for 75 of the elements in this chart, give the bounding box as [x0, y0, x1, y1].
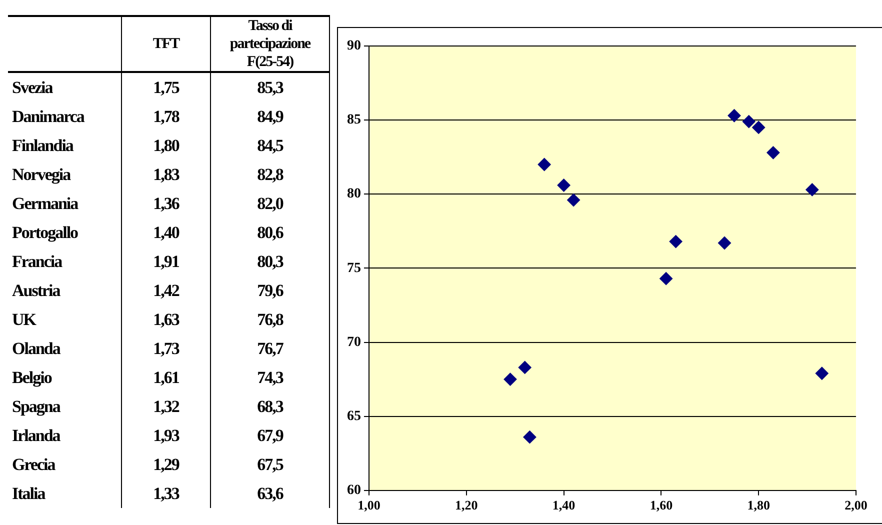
point: [660, 272, 673, 286]
data-label: 1,78: [122, 102, 210, 131]
point: [815, 366, 828, 380]
text: TFT: [122, 16, 210, 72]
category-label: Irlanda: [8, 421, 122, 450]
data-label: 82,0: [210, 189, 330, 218]
data-label: 67,5: [210, 450, 330, 479]
data-label: 1,29: [122, 450, 210, 479]
data-label: 76,8: [210, 305, 330, 334]
point: [518, 360, 532, 374]
data-label: 63,6: [210, 479, 330, 508]
y-tick-label: 65: [347, 408, 361, 424]
point: [766, 146, 780, 160]
x-tick-label: 1,40: [552, 498, 576, 513]
data-label: 1,91: [122, 247, 210, 276]
data-label: 1,73: [122, 334, 210, 363]
data-label: 85,3: [210, 72, 330, 102]
category-label: Olanda: [8, 334, 122, 363]
category-label: Austria: [8, 276, 122, 305]
category-label: Francia: [8, 247, 122, 276]
y-tick-label: 60: [347, 483, 361, 498]
x-tick-label: 1,80: [747, 498, 770, 513]
category-label: Germania: [8, 189, 122, 218]
y-tick-label: 70: [347, 334, 361, 350]
y-tick-label: 80: [347, 186, 361, 202]
data-label: 80,3: [210, 247, 330, 276]
data-label: 1,83: [122, 160, 210, 189]
data-label: 84,9: [210, 102, 330, 131]
x-tick-label: 1,00: [358, 498, 380, 513]
point: [523, 430, 536, 444]
data-label: 1,36: [122, 189, 210, 218]
text: Tasso di partecipazione F(25-54): [210, 16, 330, 72]
point: [504, 372, 517, 386]
category-label: Spagna: [8, 392, 122, 421]
data-label: 80,6: [210, 218, 330, 247]
data-label: 1,42: [122, 276, 210, 305]
data-label: 84,5: [210, 131, 330, 160]
data-label: 1,33: [122, 479, 210, 508]
category-label: UK: [8, 305, 122, 334]
data-label: 74,3: [210, 363, 330, 392]
data-label: 82,8: [210, 160, 330, 189]
data-label: 68,3: [210, 392, 330, 421]
data-label: 1,75: [122, 72, 210, 102]
data-label: 79,6: [210, 276, 330, 305]
category-label: Portogallo: [8, 218, 122, 247]
point: [752, 120, 766, 134]
point: [806, 183, 819, 196]
data-label: 1,63: [122, 305, 210, 334]
y-tick-label: 90: [347, 38, 361, 54]
category-label: Danimarca: [8, 102, 122, 131]
point: [567, 194, 580, 207]
category-label: Svezia: [8, 72, 122, 102]
data-label: 1,93: [122, 421, 210, 450]
y-tick-label: 85: [347, 112, 361, 128]
point: [718, 236, 732, 250]
point: [669, 235, 682, 248]
x-tick-label: 1,20: [455, 498, 478, 513]
data-label: 67,9: [210, 421, 330, 450]
point: [538, 158, 551, 172]
category-label: Norvegia: [8, 160, 122, 189]
category-label: Finlandia: [8, 131, 122, 160]
data-label: 76,7: [210, 334, 330, 363]
category-label: Belgio: [8, 363, 122, 392]
point: [557, 178, 570, 192]
category-label: Grecia: [8, 450, 122, 479]
point: [742, 115, 756, 128]
category-label: Italia: [8, 479, 122, 508]
data-label: 1,40: [122, 218, 210, 247]
x-tick-label: 1,60: [650, 498, 673, 513]
data-label: 1,32: [122, 392, 210, 421]
point: [728, 109, 741, 122]
data-label: 1,61: [122, 363, 210, 392]
data-label: 1,80: [122, 131, 210, 160]
x-tick-label: 2,00: [844, 498, 868, 513]
y-tick-label: 75: [347, 260, 361, 276]
